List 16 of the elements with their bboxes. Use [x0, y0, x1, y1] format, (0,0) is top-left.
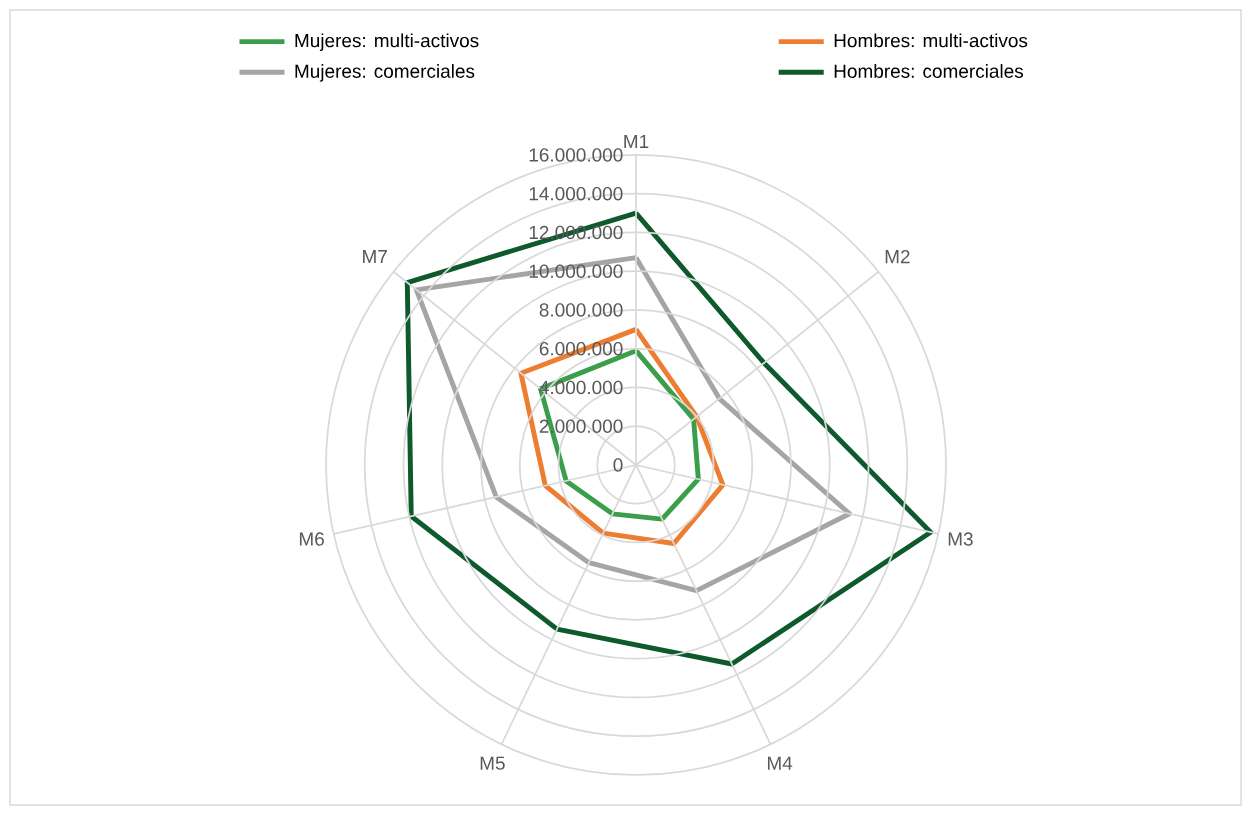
y-tick-label: 0: [613, 458, 623, 472]
spoke-label: M2: [885, 249, 910, 264]
spoke-label: M4: [767, 756, 793, 770]
spoke-label: M6: [299, 532, 324, 546]
y-tick-label: 10.000.000: [529, 264, 623, 278]
legend-label: Mujeres: multi-activos: [295, 33, 479, 52]
y-tick-label: 8.000.000: [539, 303, 623, 317]
y-tick-label: 16.000.000: [529, 148, 623, 162]
legend-label: Mujeres: comerciales: [295, 64, 475, 82]
y-tick-label: 14.000.000: [529, 187, 623, 201]
spoke-label: M3: [948, 532, 973, 546]
spoke-label: M1: [624, 134, 649, 148]
spoke-label: M7: [363, 250, 387, 264]
legend-label: Hombres: comerciales: [834, 64, 1024, 78]
legend-label: Hombres: multi-activos: [834, 33, 1028, 48]
spoke-label: M5: [480, 756, 505, 770]
